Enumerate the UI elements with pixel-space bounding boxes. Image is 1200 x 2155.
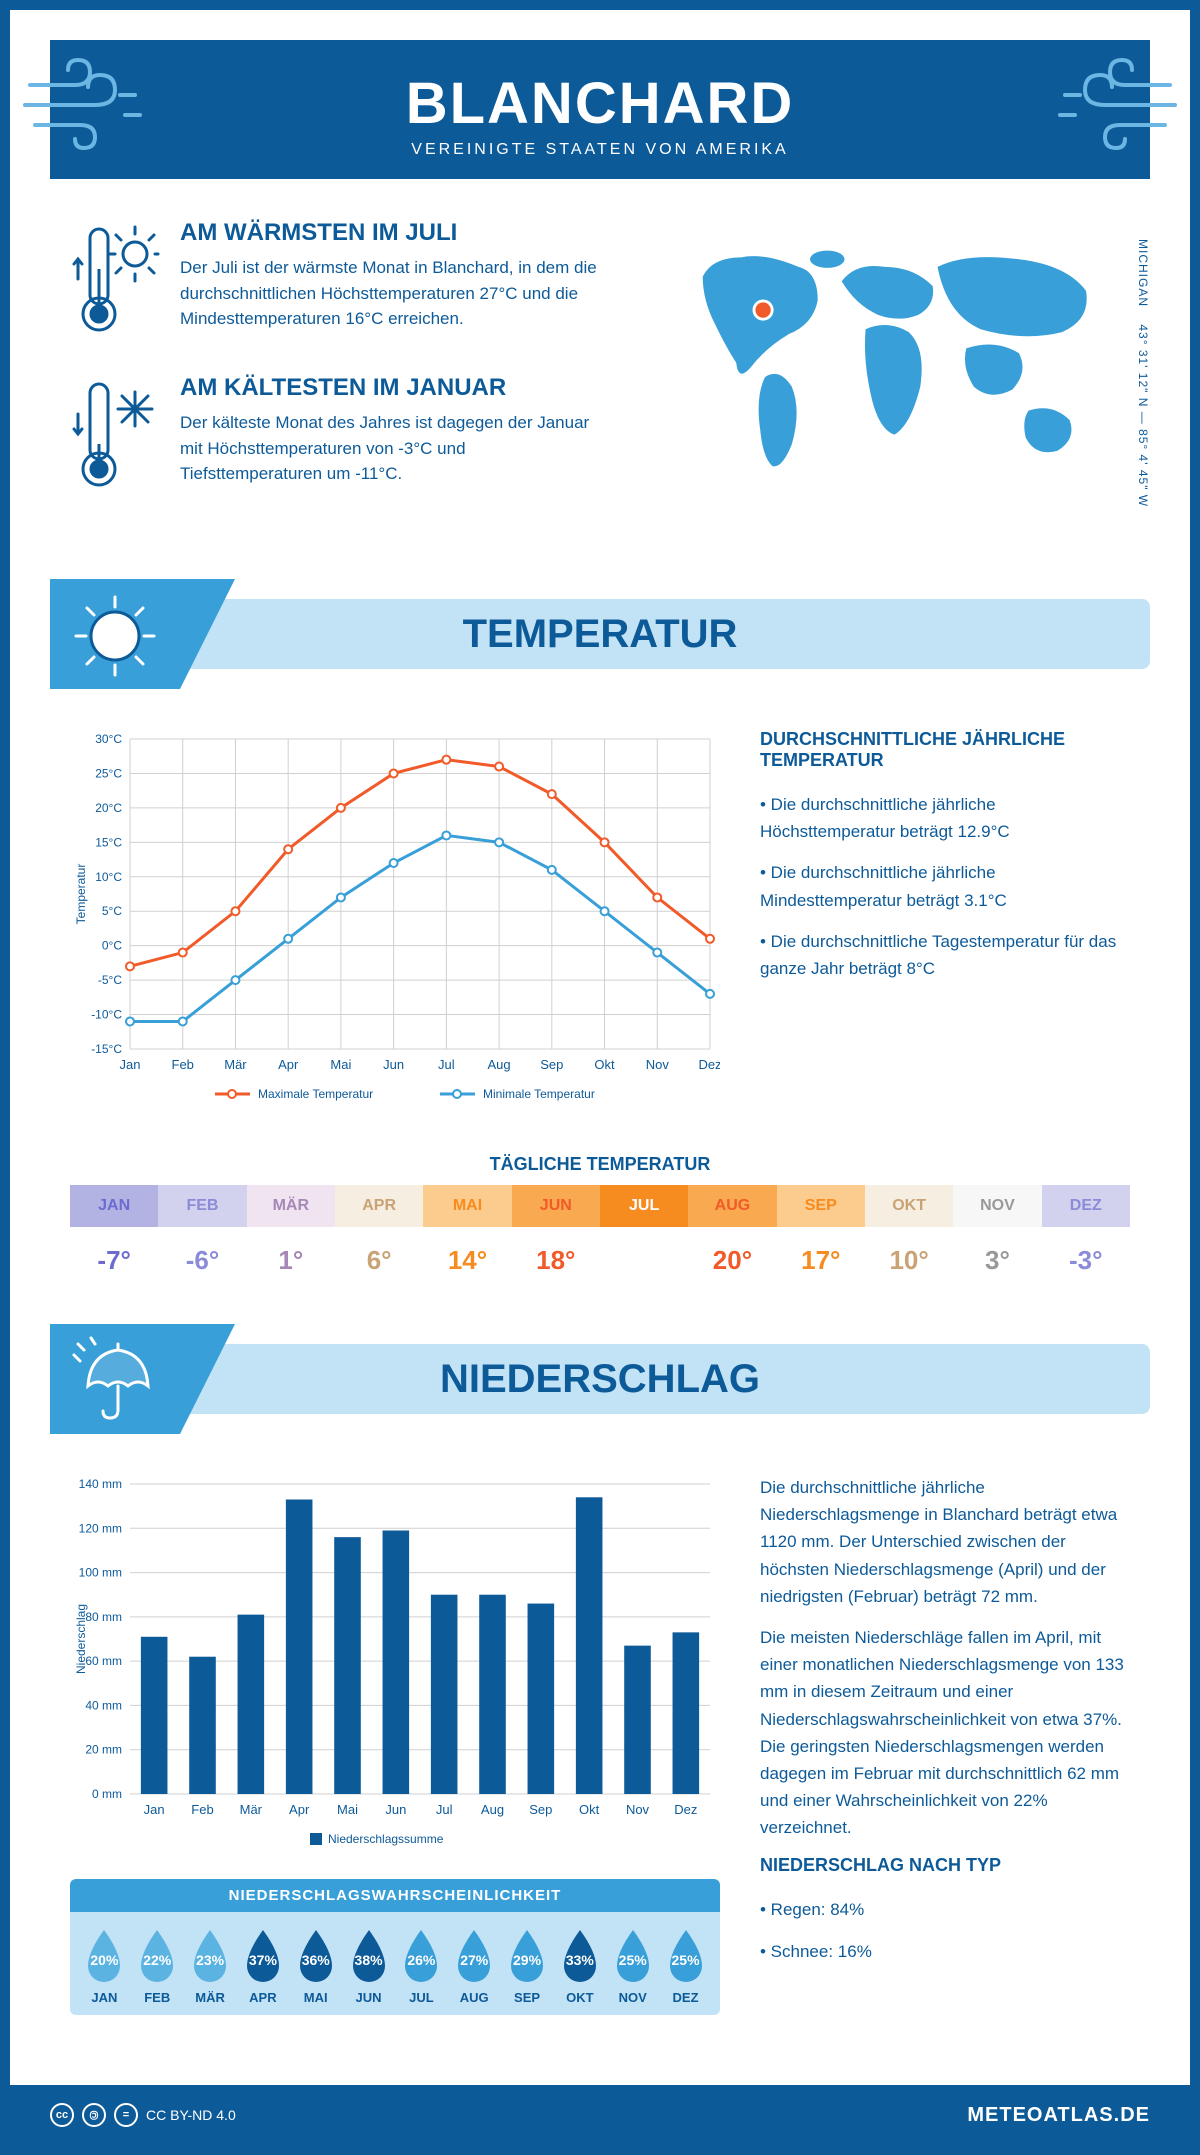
precipitation-chart: 0 mm 20 mm 40 mm 60 mm 80 mm 100 mm 120 mm 140 … <box>70 1474 720 1854</box>
cold-text: Der kälteste Monat des Jahres ist dagege… <box>180 410 610 487</box>
header: BLANCHARD VEREINIGTE STAATEN VON AMERIKA <box>50 40 1150 179</box>
site-name: METEOATLAS.DE <box>967 2104 1150 2127</box>
svg-text:Nov: Nov <box>626 1802 650 1817</box>
svg-text:Jul: Jul <box>438 1057 455 1072</box>
svg-text:30°C: 30°C <box>95 732 122 746</box>
coordinates: MICHIGAN 43° 31' 12" N — 85° 4' 45" W <box>1136 239 1150 507</box>
svg-text:0 mm: 0 mm <box>92 1787 122 1801</box>
svg-text:Apr: Apr <box>289 1802 310 1817</box>
svg-text:Temperatur: Temperatur <box>74 864 88 925</box>
svg-text:Feb: Feb <box>172 1057 194 1072</box>
wind-icon <box>20 50 160 150</box>
thermometer-snow-icon <box>70 374 160 494</box>
svg-text:Mai: Mai <box>337 1802 358 1817</box>
svg-text:5°C: 5°C <box>102 904 122 918</box>
temp-section-header: TEMPERATUR <box>50 579 1150 689</box>
world-map <box>650 219 1110 487</box>
svg-text:Mär: Mär <box>224 1057 247 1072</box>
svg-text:-10°C: -10°C <box>91 1008 122 1022</box>
svg-text:120 mm: 120 mm <box>79 1521 122 1535</box>
temp-text-heading: DURCHSCHNITTLICHE JÄHRLICHE TEMPERATUR <box>760 729 1130 771</box>
svg-text:Feb: Feb <box>191 1802 213 1817</box>
svg-text:Sep: Sep <box>540 1057 563 1072</box>
svg-text:Minimale Temperatur: Minimale Temperatur <box>483 1087 595 1101</box>
svg-text:20 mm: 20 mm <box>85 1743 122 1757</box>
daily-temp-table: JAN-7°FEB-6°MÄR1°APR6°MAI14°JUN18°JUL21°… <box>70 1185 1130 1294</box>
nd-icon: = <box>114 2103 138 2127</box>
svg-text:Niederschlag: Niederschlag <box>74 1604 88 1674</box>
by-icon: 🄯 <box>82 2103 106 2127</box>
svg-text:80 mm: 80 mm <box>85 1610 122 1624</box>
svg-text:100 mm: 100 mm <box>79 1566 122 1580</box>
svg-text:Mai: Mai <box>330 1057 351 1072</box>
svg-text:Mär: Mär <box>240 1802 263 1817</box>
daily-temp-title: TÄGLICHE TEMPERATUR <box>10 1154 1190 1175</box>
svg-text:40 mm: 40 mm <box>85 1698 122 1712</box>
svg-text:25°C: 25°C <box>95 766 122 780</box>
svg-text:-15°C: -15°C <box>91 1042 122 1056</box>
svg-text:10°C: 10°C <box>95 870 122 884</box>
svg-text:20°C: 20°C <box>95 801 122 815</box>
temperature-chart: -15°C -10°C -5°C 0°C 5°C 10°C 15°C 20°C 25°C 30°C… <box>70 729 720 1109</box>
svg-text:15°C: 15°C <box>95 835 122 849</box>
precipitation-probability: NIEDERSCHLAGSWAHRSCHEINLICHKEIT 20%JAN22… <box>70 1879 720 2015</box>
svg-text:Dez: Dez <box>698 1057 720 1072</box>
svg-text:Dez: Dez <box>674 1802 697 1817</box>
svg-text:Nov: Nov <box>646 1057 670 1072</box>
sun-icon <box>70 591 160 681</box>
coldest-block: AM KÄLTESTEN IM JANUAR Der kälteste Mona… <box>70 374 610 499</box>
page-subtitle: VEREINIGTE STAATEN VON AMERIKA <box>70 141 1130 159</box>
svg-text:60 mm: 60 mm <box>85 1654 122 1668</box>
svg-text:Jan: Jan <box>144 1802 165 1817</box>
svg-text:Aug: Aug <box>488 1057 511 1072</box>
svg-text:Aug: Aug <box>481 1802 504 1817</box>
svg-text:Okt: Okt <box>594 1057 615 1072</box>
svg-text:Jun: Jun <box>383 1057 404 1072</box>
svg-text:Jan: Jan <box>120 1057 141 1072</box>
umbrella-icon <box>70 1336 160 1426</box>
svg-text:140 mm: 140 mm <box>79 1477 122 1491</box>
page-title: BLANCHARD <box>70 70 1130 137</box>
svg-text:Jul: Jul <box>436 1802 453 1817</box>
svg-text:Jun: Jun <box>385 1802 406 1817</box>
svg-text:0°C: 0°C <box>102 939 122 953</box>
svg-text:Maximale Temperatur: Maximale Temperatur <box>258 1087 373 1101</box>
warm-title: AM WÄRMSTEN IM JULI <box>180 219 610 247</box>
svg-text:Sep: Sep <box>529 1802 552 1817</box>
wind-icon <box>1040 50 1180 150</box>
footer: cc 🄯 = CC BY-ND 4.0 METEOATLAS.DE <box>10 2085 1190 2145</box>
warm-text: Der Juli ist der wärmste Monat in Blanch… <box>180 255 610 332</box>
svg-text:Apr: Apr <box>278 1057 299 1072</box>
warmest-block: AM WÄRMSTEN IM JULI Der Juli ist der wär… <box>70 219 610 344</box>
svg-text:Niederschlagssumme: Niederschlagssumme <box>328 1832 444 1846</box>
cold-title: AM KÄLTESTEN IM JANUAR <box>180 374 610 402</box>
cc-icon: cc <box>50 2103 74 2127</box>
svg-text:-5°C: -5°C <box>98 973 122 987</box>
svg-text:Okt: Okt <box>579 1802 600 1817</box>
precip-section-header: NIEDERSCHLAG <box>50 1324 1150 1434</box>
thermometer-sun-icon <box>70 219 160 339</box>
